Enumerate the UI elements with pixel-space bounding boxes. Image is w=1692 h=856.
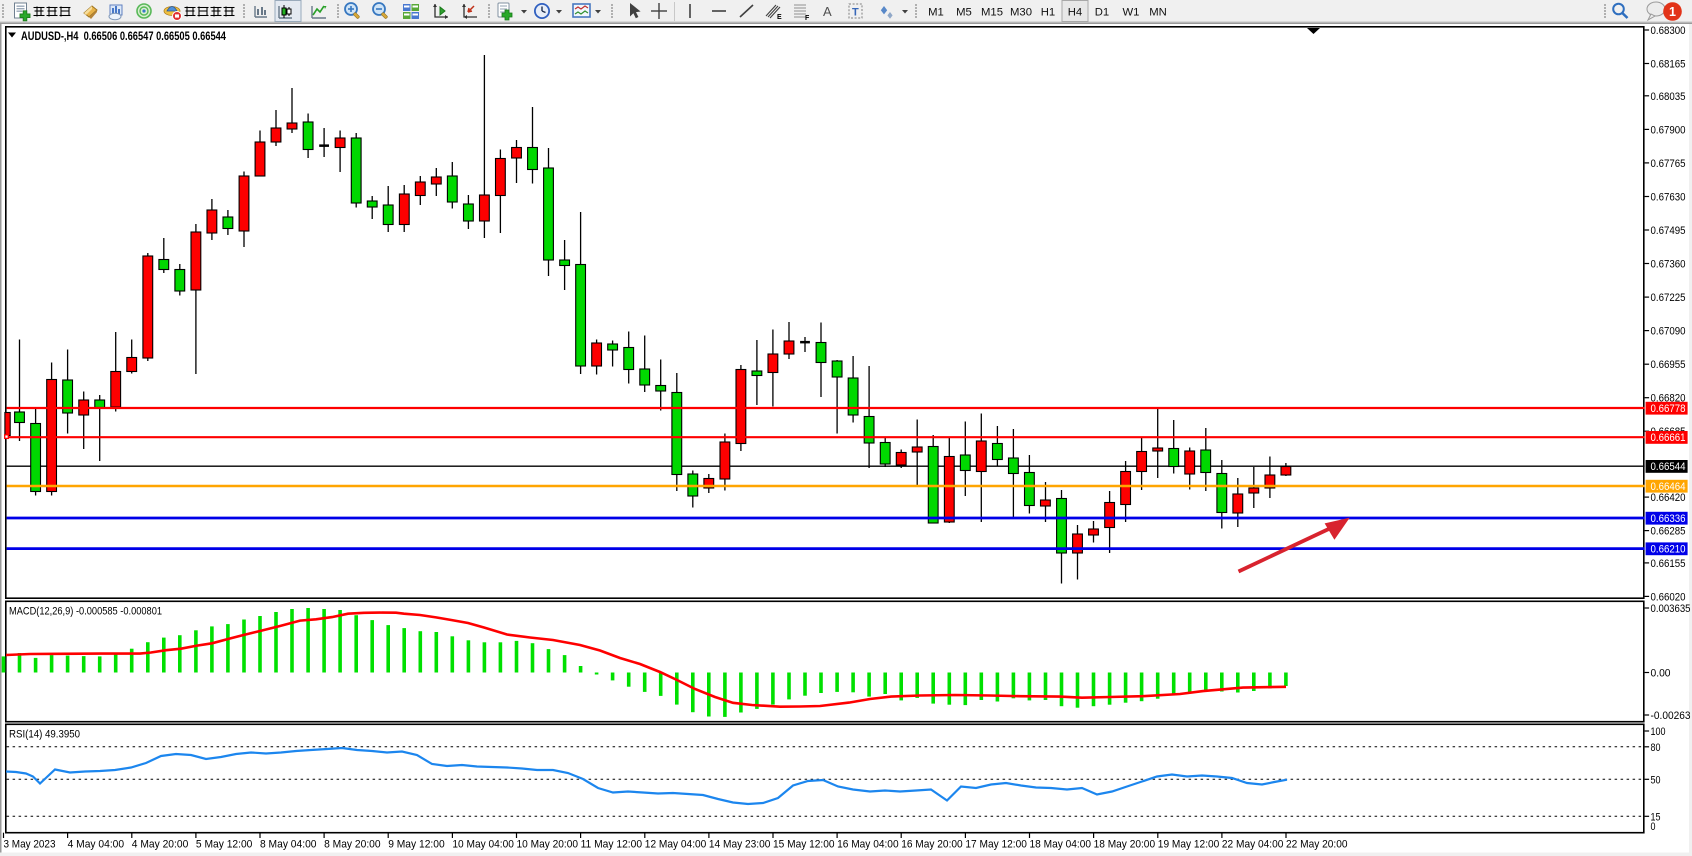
svg-text:22 May 20:00: 22 May 20:00	[1286, 839, 1348, 851]
svg-text:80: 80	[1651, 742, 1661, 754]
svg-text:18 May 20:00: 18 May 20:00	[1094, 839, 1156, 851]
svg-text:19 May 12:00: 19 May 12:00	[1158, 839, 1220, 851]
svg-text:M30: M30	[1010, 7, 1032, 19]
svg-text:0: 0	[1651, 821, 1656, 833]
svg-text:0.67765: 0.67765	[1651, 158, 1686, 170]
svg-text:15: 15	[1651, 811, 1661, 823]
svg-text:15 May 12:00: 15 May 12:00	[773, 839, 835, 851]
svg-text:0.66778: 0.66778	[1651, 403, 1686, 415]
svg-text:-0.00263: -0.00263	[1651, 710, 1691, 722]
svg-text:100: 100	[1651, 726, 1666, 738]
svg-text:0.00: 0.00	[1651, 668, 1671, 680]
svg-text:0.67360: 0.67360	[1651, 259, 1686, 271]
svg-text:10 May 04:00: 10 May 04:00	[452, 839, 514, 851]
svg-text:W1: W1	[1123, 7, 1140, 19]
svg-text:12 May 04:00: 12 May 04:00	[645, 839, 707, 851]
svg-text:22 May 04:00: 22 May 04:00	[1222, 839, 1284, 851]
svg-text:16 May 04:00: 16 May 04:00	[837, 839, 899, 851]
svg-text:0.66661: 0.66661	[1651, 432, 1686, 444]
svg-text:M1: M1	[928, 7, 944, 19]
svg-text:0.68300: 0.68300	[1651, 25, 1686, 37]
svg-text:H4: H4	[1068, 7, 1082, 19]
svg-text:0.66155: 0.66155	[1651, 558, 1686, 570]
svg-text:14 May 23:00: 14 May 23:00	[709, 839, 771, 851]
svg-text:0.003635: 0.003635	[1651, 603, 1691, 615]
svg-text:0.66955: 0.66955	[1651, 359, 1686, 371]
svg-text:T: T	[852, 7, 859, 19]
svg-text:4 May 20:00: 4 May 20:00	[132, 839, 189, 851]
svg-text:0.67090: 0.67090	[1651, 326, 1686, 338]
svg-text:F: F	[805, 15, 810, 22]
svg-text:D1: D1	[1095, 7, 1109, 19]
svg-text:0.66544: 0.66544	[1651, 461, 1686, 473]
svg-text:17 May 12:00: 17 May 12:00	[965, 839, 1027, 851]
svg-text:3 May 2023: 3 May 2023	[4, 839, 56, 851]
svg-text:M5: M5	[956, 7, 972, 19]
svg-text:0.66020: 0.66020	[1651, 591, 1686, 603]
svg-text:0.66285: 0.66285	[1651, 526, 1686, 538]
svg-text:0.67495: 0.67495	[1651, 225, 1686, 237]
svg-text:10 May 20:00: 10 May 20:00	[517, 839, 579, 851]
svg-text:9 May 12:00: 9 May 12:00	[388, 839, 445, 851]
svg-text:M15: M15	[981, 7, 1003, 19]
svg-text:5 May 12:00: 5 May 12:00	[196, 839, 253, 851]
svg-text:MACD(12,26,9) -0.000585 -0.000: MACD(12,26,9) -0.000585 -0.000801	[9, 606, 162, 618]
svg-text:0.66420: 0.66420	[1651, 492, 1686, 504]
svg-text:RSI(14) 49.3950: RSI(14) 49.3950	[9, 729, 80, 741]
svg-text:16 May 20:00: 16 May 20:00	[901, 839, 963, 851]
svg-text:H1: H1	[1041, 7, 1055, 19]
svg-text:0.66820: 0.66820	[1651, 393, 1686, 405]
svg-text:AUDUSD-,H4 0.66506 0.66547 0.: AUDUSD-,H4 0.66506 0.66547 0.66505 0.665…	[21, 30, 226, 43]
svg-text:8 May 04:00: 8 May 04:00	[260, 839, 317, 851]
svg-text:0.67630: 0.67630	[1651, 192, 1686, 204]
svg-text:0.67900: 0.67900	[1651, 124, 1686, 136]
svg-text:11 May 12:00: 11 May 12:00	[581, 839, 643, 851]
svg-text:8 May 20:00: 8 May 20:00	[324, 839, 381, 851]
svg-text:0.67225: 0.67225	[1651, 292, 1686, 304]
svg-text:4 May 04:00: 4 May 04:00	[68, 839, 125, 851]
svg-text:18 May 04:00: 18 May 04:00	[1030, 839, 1092, 851]
svg-text:0.68035: 0.68035	[1651, 91, 1686, 103]
svg-text:1: 1	[1669, 5, 1676, 19]
svg-text:E: E	[777, 14, 782, 21]
svg-text:0.66210: 0.66210	[1651, 544, 1686, 556]
svg-text:50: 50	[1651, 774, 1661, 786]
svg-text:MN: MN	[1149, 7, 1167, 19]
svg-text:A: A	[823, 4, 832, 19]
svg-text:0.66464: 0.66464	[1651, 481, 1686, 493]
svg-text:0.66336: 0.66336	[1651, 513, 1686, 525]
svg-text:0.68165: 0.68165	[1651, 59, 1686, 71]
